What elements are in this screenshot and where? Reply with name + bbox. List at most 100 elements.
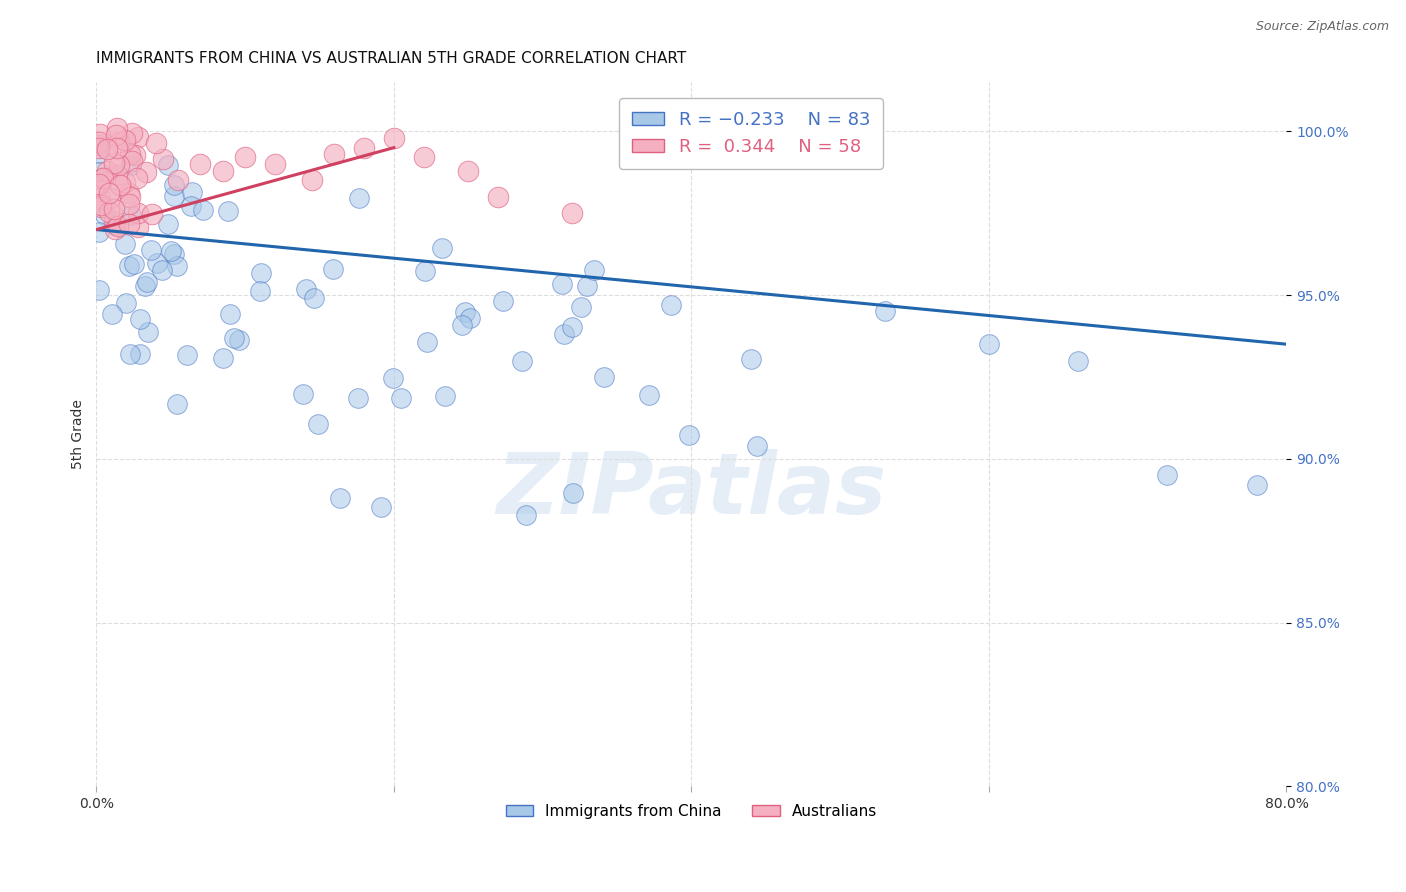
Point (1156, 468, 1178, 483)
Point (101, 307, 124, 321)
Point (134, 278, 156, 293)
Point (180, 185, 202, 199)
Point (212, 351, 235, 365)
Point (389, 391, 412, 405)
Point (458, 310, 481, 325)
Point (302, 291, 325, 305)
Point (249, 284, 271, 298)
Point (219, 307, 242, 321)
Point (307, 417, 329, 431)
Point (593, 369, 616, 384)
Point (1067, 353, 1090, 368)
Point (873, 304, 896, 318)
Point (157, 218, 180, 232)
Point (233, 151, 256, 165)
Point (295, 282, 318, 296)
Point (347, 391, 370, 405)
Point (150, 263, 173, 277)
Point (87, 138, 110, 153)
Point (103, 214, 125, 228)
Point (156, 157, 179, 171)
Point (127, 220, 149, 235)
Point (740, 352, 762, 367)
Point (745, 439, 768, 453)
Point (121, 154, 143, 169)
Point (90, 198, 112, 212)
Point (90, 200, 112, 214)
Point (104, 218, 127, 232)
Point (191, 203, 214, 218)
Point (160, 244, 183, 259)
Point (96, 164, 118, 178)
Point (370, 500, 392, 514)
Point (110, 178, 132, 192)
Y-axis label: 5th Grade: 5th Grade (72, 400, 86, 469)
Point (89, 191, 111, 205)
Point (114, 132, 136, 146)
Point (115, 296, 138, 310)
Point (97, 204, 120, 219)
Point (291, 387, 314, 401)
Point (145, 256, 167, 270)
Point (451, 318, 474, 332)
Point (575, 278, 598, 293)
Point (107, 219, 129, 234)
Point (120, 208, 142, 222)
Point (550, 277, 572, 291)
Point (301, 173, 323, 187)
Point (582, 263, 605, 277)
Point (103, 156, 125, 170)
Text: ZIPatlas: ZIPatlas (496, 450, 887, 533)
Point (118, 347, 141, 361)
Point (491, 293, 513, 308)
Point (249, 267, 271, 281)
Point (430, 242, 453, 256)
Point (162, 247, 184, 261)
Point (136, 326, 159, 340)
Point (118, 259, 141, 273)
Point (97, 186, 120, 200)
Point (515, 508, 537, 522)
Point (128, 347, 150, 361)
Point (108, 136, 131, 150)
Point (135, 165, 157, 179)
Point (93, 208, 115, 222)
Point (217, 204, 239, 219)
Point (89, 140, 111, 154)
Point (412, 151, 434, 165)
Point (661, 297, 683, 311)
Point (89, 225, 111, 239)
Point (118, 147, 141, 161)
Point (89, 164, 111, 178)
Point (353, 141, 375, 155)
Point (163, 178, 186, 193)
Point (166, 397, 188, 411)
Point (145, 136, 167, 150)
Point (89, 135, 111, 149)
Point (127, 130, 149, 145)
Point (120, 158, 142, 172)
Point (413, 263, 436, 277)
Point (105, 128, 128, 142)
Point (103, 202, 125, 217)
Point (114, 175, 136, 189)
Point (89, 284, 111, 298)
Point (105, 141, 128, 155)
Point (163, 189, 186, 203)
Point (228, 333, 250, 347)
Point (127, 170, 149, 185)
Point (117, 197, 139, 211)
Legend: Immigrants from China, Australians: Immigrants from China, Australians (499, 797, 883, 824)
Point (121, 126, 143, 140)
Point (118, 186, 141, 201)
Text: IMMIGRANTS FROM CHINA VS AUSTRALIAN 5TH GRADE CORRELATION CHART: IMMIGRANTS FROM CHINA VS AUSTRALIAN 5TH … (97, 51, 686, 66)
Point (136, 275, 159, 289)
Point (118, 217, 141, 231)
Point (89, 146, 111, 161)
Point (190, 157, 212, 171)
Point (114, 237, 136, 252)
Point (323, 147, 346, 161)
Point (382, 131, 405, 145)
Point (1246, 478, 1268, 492)
Point (141, 243, 163, 257)
